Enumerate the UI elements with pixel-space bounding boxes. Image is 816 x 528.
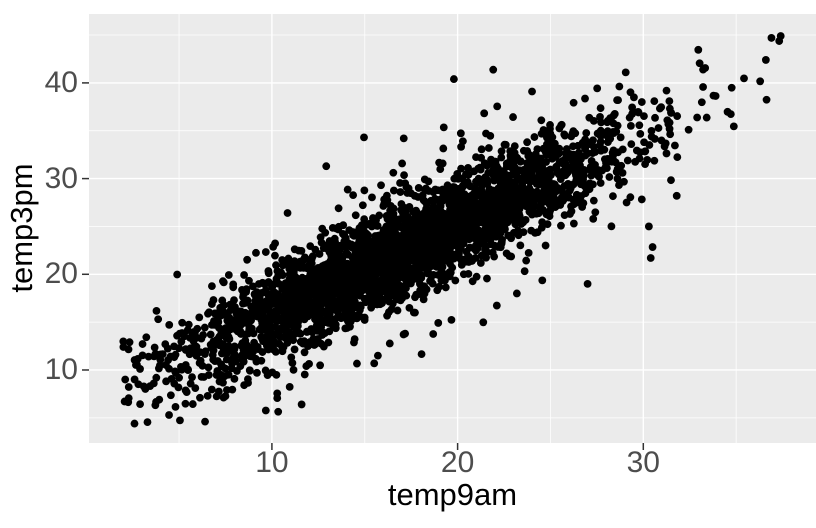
y-tick-label: 10 xyxy=(44,352,78,386)
y-tick-label: 40 xyxy=(44,65,78,99)
x-tick-label: 30 xyxy=(626,446,660,479)
x-axis-title: temp9am xyxy=(387,477,518,512)
y-tick-label: 20 xyxy=(44,257,78,291)
x-tick-label: 20 xyxy=(440,446,475,479)
y-axis-title: temp3pm xyxy=(4,163,39,293)
y-tick-label: 30 xyxy=(44,161,78,195)
x-tick-label: 10 xyxy=(255,446,289,479)
